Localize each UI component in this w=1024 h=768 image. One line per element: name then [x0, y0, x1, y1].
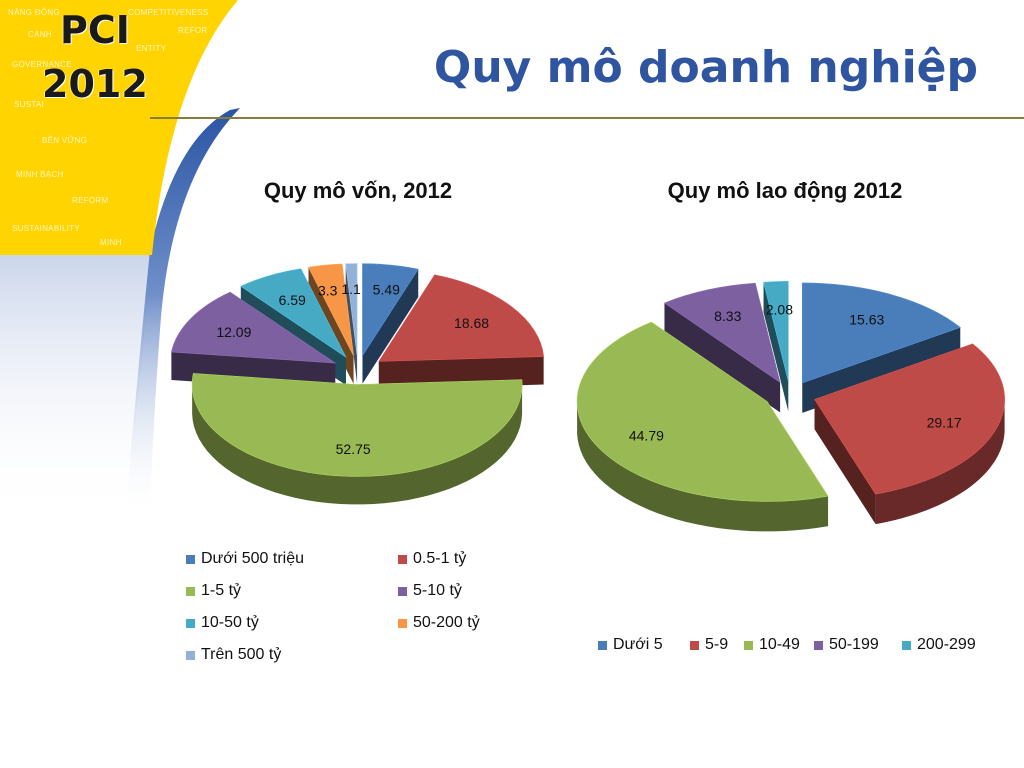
legend-swatch: [398, 554, 407, 564]
watermark-word: SUSTAI: [14, 100, 45, 109]
data-label: 12.09: [216, 324, 251, 340]
legend-label: Trên 500 tỷ: [201, 646, 282, 663]
watermark-word: REFOR: [178, 26, 208, 35]
watermark-word: REFORM: [72, 196, 109, 205]
watermark-word: SUSTAINABILITY: [12, 224, 81, 233]
data-label: 29.17: [927, 415, 962, 431]
watermark-word: ENTITY: [136, 44, 167, 53]
legend-item: 5-10 tỷ: [398, 582, 462, 600]
data-label: 5.49: [373, 281, 400, 297]
labor-chart-title: Quy mô lao động 2012: [667, 178, 903, 203]
pie-slice: [362, 263, 419, 384]
capital-chart-title: Quy mô vốn, 2012: [263, 178, 453, 203]
legend-label: 10-50 tỷ: [201, 614, 259, 631]
watermark-word: CẠNH: [28, 30, 52, 39]
legend-swatch: [186, 554, 195, 564]
watermark-word: COMPETITIVENESS: [128, 8, 209, 17]
legend-item: 5-9: [690, 636, 728, 654]
legend-label: 0.5-1 tỷ: [413, 550, 467, 567]
legend-label: Dưới 500 triệu: [201, 550, 305, 567]
legend-swatch: [690, 640, 699, 650]
legend-item: 1-5 tỷ: [186, 582, 241, 600]
watermark-word: MINH BẠCH: [16, 170, 64, 179]
pie-slice: [663, 282, 781, 413]
legend-item: Trên 500 tỷ: [186, 646, 281, 664]
watermark-word: BỀN VỮNG: [42, 136, 88, 145]
data-label: 52.75: [336, 441, 371, 457]
legend-swatch: [398, 618, 407, 628]
legend-swatch: [744, 640, 753, 650]
title-divider: [150, 117, 1024, 119]
pie-slice: [814, 343, 1005, 525]
pie-slice: [763, 281, 789, 412]
legend-item: 10-49: [744, 636, 800, 654]
data-label: 44.79: [629, 427, 664, 443]
data-label: 6.59: [279, 292, 306, 308]
left-fade-shape: [0, 250, 150, 520]
data-label: 1.1: [341, 281, 361, 297]
legend-swatch: [598, 640, 607, 650]
data-label: 8.33: [714, 308, 741, 324]
pie-slice: [191, 373, 523, 505]
labor-pie: 15.63 29.17 44.79 8.33 2.08: [576, 281, 1005, 532]
page-title: Quy mô doanh nghiệp: [433, 42, 978, 93]
data-label: 2.08: [766, 301, 793, 317]
legend-label: 5-9: [705, 636, 729, 653]
legend-label: 10-49: [759, 636, 800, 653]
legend-item: 50-200 tỷ: [398, 614, 480, 632]
yellow-logo-panel: [0, 0, 238, 255]
pie-slice: [576, 321, 829, 532]
legend-item: 50-199: [814, 636, 879, 654]
data-label: 15.63: [849, 311, 884, 327]
legend-swatch: [398, 586, 407, 596]
legend-item: 10-50 tỷ: [186, 614, 259, 632]
legend-item: Dưới 5: [598, 636, 663, 654]
legend-label: 5-10 tỷ: [413, 582, 462, 599]
legend-label: 50-199: [829, 636, 879, 653]
logo-pci: PCI: [60, 8, 130, 52]
logo-year: 2012: [42, 62, 148, 106]
legend-label: 50-200 tỷ: [413, 614, 480, 631]
watermark-word: NĂNG ĐỘNG: [8, 8, 61, 17]
data-label: 3.3: [318, 282, 338, 298]
pie-slice: [345, 263, 358, 384]
legend-swatch: [186, 650, 195, 660]
labor-chart-legend: Dưới 5 5-9 10-49 50-199 200-299: [598, 636, 1018, 660]
blue-swoosh-shape: [125, 108, 240, 520]
legend-label: 200-299: [917, 636, 976, 653]
watermark-word: MINH: [100, 238, 122, 247]
capital-pie: 5.49 18.68 52.75 12.09 6.59 3.3 1.1: [171, 263, 544, 505]
legend-swatch: [902, 640, 911, 650]
watermark-word: GOVERNANCE: [12, 60, 72, 69]
legend-swatch: [814, 640, 823, 650]
legend-label: 1-5 tỷ: [201, 582, 242, 599]
legend-item: 0.5-1 tỷ: [398, 550, 466, 568]
legend-item: Dưới 500 triệu: [186, 550, 304, 568]
legend-swatch: [186, 618, 195, 628]
legend-item: 200-299: [902, 636, 976, 654]
legend-label: Dưới 5: [613, 636, 663, 653]
data-label: 18.68: [454, 315, 489, 331]
legend-swatch: [186, 586, 195, 596]
capital-chart-legend: Dưới 500 triệu 0.5-1 tỷ 1-5 tỷ 5-10 tỷ 10-50…: [186, 550, 526, 680]
